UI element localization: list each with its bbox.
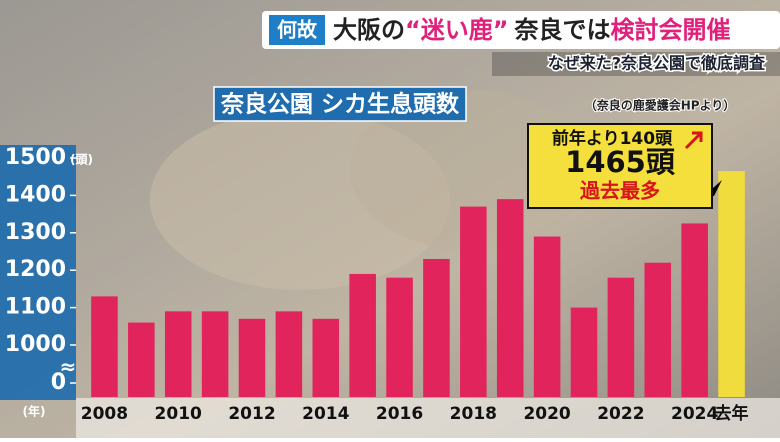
headline-part: “迷い鹿” [405,16,509,44]
chart-title: 奈良公園 シカ生息頭数 [220,91,460,118]
headline-bar [262,11,780,49]
y-tick-label: 1000 [5,332,66,357]
bar [423,258,450,397]
x-tick-label: 2010 [155,404,202,424]
y-tick-label: 0 [51,370,66,395]
y-unit: (頭) [70,153,93,167]
bar [349,273,376,397]
bar [312,318,340,397]
bar [275,311,303,397]
x-tick-label: 2008 [81,404,128,424]
bar [386,277,413,397]
bar [460,206,487,397]
x-tick-label: 去年 [715,403,749,424]
headline-part: 大阪の [333,16,405,44]
bar [681,223,708,397]
bar [238,318,266,397]
y-axis-band [0,145,76,400]
y-tick-label: 1300 [5,220,66,245]
bar [164,311,192,397]
x-tick-label: 2012 [228,404,275,424]
bar [570,307,598,397]
bar [607,277,635,397]
marks: 0 1000 1100 1200 1300 1400 1500 2008 2010 2012 201… [5,145,749,424]
x-tick-label: 2018 [450,404,497,424]
x-tick-label: 2022 [597,404,644,424]
bar [128,322,155,397]
tag: 何故 [277,18,318,42]
y-tick-label: 1100 [5,295,66,320]
y-tick-label: 1500 [5,145,66,170]
x-tick-label: 2016 [376,404,423,424]
axis-break: ≈ [60,355,77,379]
x-unit: (年) [23,404,46,419]
callout-value: 1465頭 [565,145,676,179]
headline-part: 奈良では [514,16,611,44]
subtitle-bar [492,52,780,76]
bar [91,296,118,397]
bar [718,171,745,397]
callout-note: 過去最多 [580,179,660,203]
title-box [213,86,467,122]
headline-part: 検討会開催 [611,16,731,44]
x-tick-label: 2020 [523,404,570,424]
bar [533,236,561,397]
bar [644,262,672,397]
callout-box [527,123,713,209]
tag-box [269,15,325,45]
source: （奈良の鹿愛護会HPより） [585,98,736,113]
callout-change: 前年より140頭 [552,128,673,149]
bar [496,199,524,397]
x-tick-label: 2014 [302,404,349,424]
bar [201,311,229,397]
x-tick-label: 2024 [671,404,718,424]
y-tick-label: 1200 [5,257,66,282]
x-axis-band [76,398,780,438]
subtitle: なぜ来た?奈良公園で徹底調査 [548,54,765,73]
up-arrow [684,131,703,150]
y-tick-label: 1400 [5,182,66,207]
headline: 大阪の“迷い鹿” 奈良では検討会開催 [333,16,731,44]
